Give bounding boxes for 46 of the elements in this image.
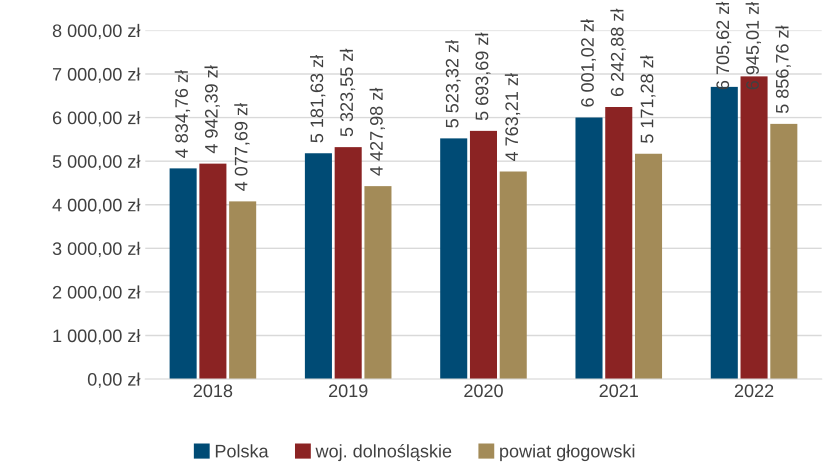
legend-label: woj. dolnośląskie (316, 444, 452, 462)
bar (170, 168, 197, 380)
y-tick-label: 8 000,00 zł (52, 24, 140, 40)
data-label: 6 242,88 zł (610, 8, 626, 96)
data-label: 5 856,76 zł (775, 26, 791, 114)
data-label: 5 523,32 zł (445, 40, 461, 128)
bar (199, 164, 226, 380)
bar (740, 76, 768, 380)
bar (575, 118, 603, 380)
bar (364, 186, 392, 380)
bar (440, 138, 468, 380)
data-label: 4 834,76 zł (174, 70, 190, 158)
y-tick-label: 6 000,00 zł (52, 111, 140, 126)
x-tick-label: 2019 (329, 384, 368, 398)
data-label: 6 001,02 zł (580, 19, 596, 107)
bar (229, 201, 256, 380)
bar (605, 107, 632, 380)
y-tick-label: 3 000,00 zł (52, 242, 140, 258)
data-label: 4 427,98 zł (370, 88, 385, 176)
data-label: 4 077,69 zł (234, 103, 250, 191)
legend-label: Polska (216, 444, 269, 458)
y-tick-label: 0,00 zł (88, 372, 140, 388)
data-label: 4 942,39 zł (204, 65, 220, 154)
y-tick-label: 5 000,00 zł (52, 154, 140, 170)
bar (635, 154, 662, 380)
y-tick-label: 1 000,00 zł (53, 328, 140, 344)
y-tick-label: 2 000,00 zł (52, 285, 140, 301)
data-label: 5 693,69 zł (475, 32, 490, 120)
bar (470, 130, 498, 380)
bar (334, 147, 362, 380)
x-tick-label: 2022 (734, 384, 774, 398)
data-label: 5 181,63 zł (310, 54, 326, 142)
y-tick-label: 7 000,00 zł (52, 67, 140, 83)
data-label: 6 705,62 zł (716, 2, 732, 90)
data-label: 4 763,21 zł (504, 73, 520, 162)
bar (304, 153, 332, 380)
y-tick-label: 4 000,00 zł (52, 198, 140, 214)
legend-label: powiat głogowski (500, 444, 634, 462)
data-label: 6 945,01 zł (746, 2, 762, 90)
bar (500, 171, 527, 380)
x-tick-label: 2021 (600, 384, 638, 398)
x-tick-label: 2020 (464, 384, 503, 398)
data-label: 5 323,55 zł (340, 48, 356, 136)
x-tick-label: 2018 (194, 384, 232, 398)
data-label: 5 171,28 zł (640, 55, 656, 143)
bar (770, 124, 798, 380)
